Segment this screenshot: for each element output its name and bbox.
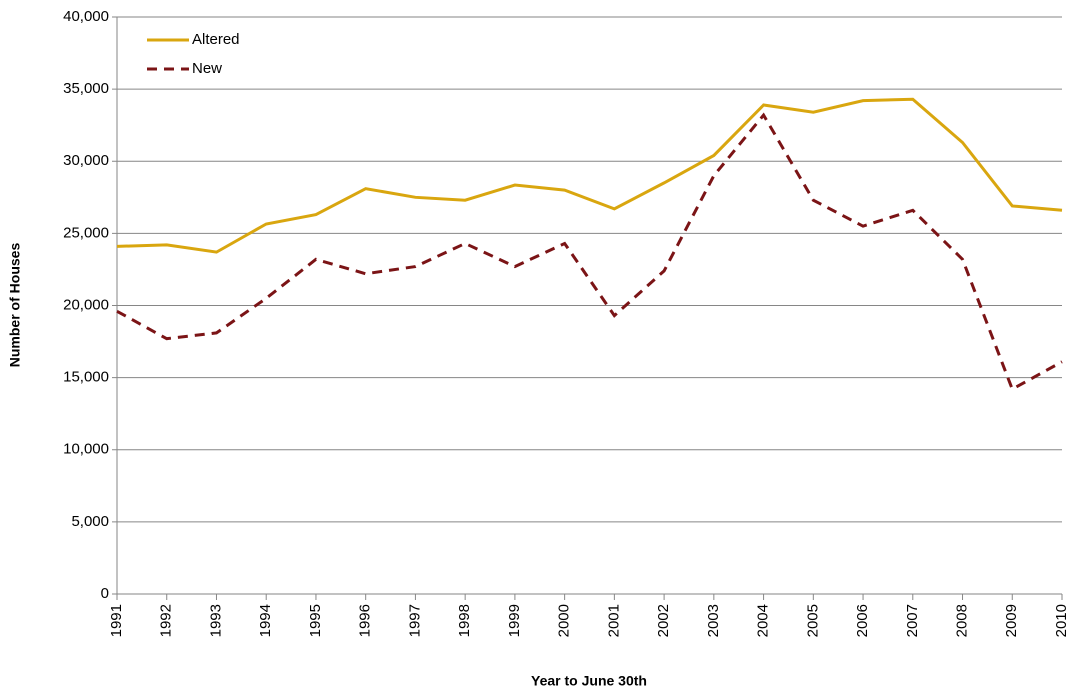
line-series — [116, 112, 1063, 392]
y-tick-label: 0 — [101, 585, 109, 602]
x-tick-label: 2000 — [556, 604, 573, 637]
x-tick-label: 2010 — [1053, 604, 1070, 637]
legend-label: New — [192, 60, 222, 77]
y-tick-label: 20,000 — [63, 296, 109, 313]
x-tick-label: 2001 — [605, 604, 622, 637]
line-series — [116, 97, 1063, 254]
x-tick-label: 2003 — [705, 604, 722, 637]
legend-label: Altered — [192, 31, 240, 48]
y-axis-title: Number of Houses — [7, 243, 23, 368]
x-tick-label: 1994 — [257, 604, 274, 637]
y-tick-label: 35,000 — [63, 80, 109, 97]
y-tick-label: 40,000 — [63, 8, 109, 25]
x-tick-label: 1995 — [307, 604, 324, 637]
x-tick-label: 2008 — [953, 604, 970, 637]
x-tick-label: 2007 — [904, 604, 921, 637]
x-tick-label: 1991 — [108, 604, 125, 637]
y-tick-label: 30,000 — [63, 152, 109, 169]
x-tick-label: 2006 — [854, 604, 871, 637]
x-tick-label: 1993 — [207, 604, 224, 637]
x-tick-label: 1992 — [158, 604, 175, 637]
x-tick-label: 1999 — [506, 604, 523, 637]
x-axis-title: Year to June 30th — [531, 673, 647, 689]
x-tick-label: 1996 — [357, 604, 374, 637]
y-tick-label: 5,000 — [71, 513, 109, 530]
x-tick-label: 2004 — [755, 604, 772, 637]
y-tick-label: 15,000 — [63, 369, 109, 386]
x-tick-label: 2009 — [1003, 604, 1020, 637]
x-tick-label: 1998 — [456, 604, 473, 637]
x-tick-label: 2005 — [804, 604, 821, 637]
y-tick-label: 25,000 — [63, 224, 109, 241]
x-tick-label: 1997 — [406, 604, 423, 637]
y-tick-label: 10,000 — [63, 441, 109, 458]
x-tick-label: 2002 — [655, 604, 672, 637]
